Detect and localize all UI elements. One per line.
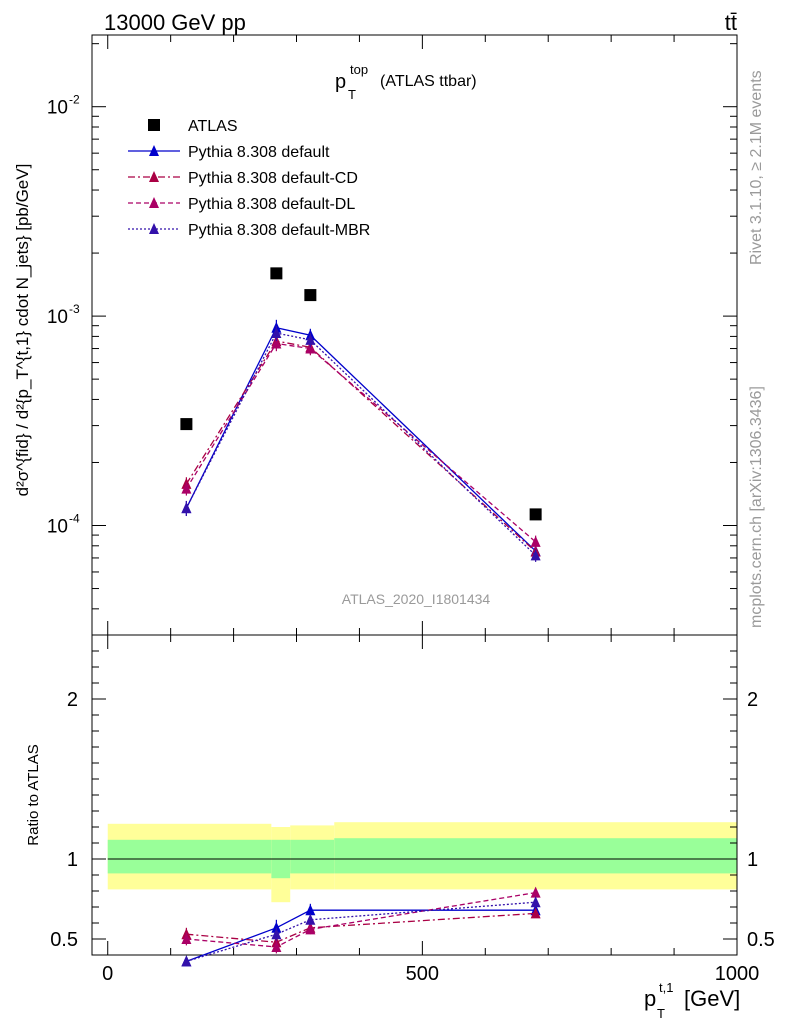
ratio-plot-frame xyxy=(91,634,738,956)
y-tick-label-top-exp: -2 xyxy=(69,93,80,107)
atlas-point xyxy=(180,418,193,431)
plot-title-suffix: (ATLAS ttbar) xyxy=(380,73,477,90)
rivet-label: Rivet 3.1.10, ≥ 2.1M events xyxy=(748,70,765,265)
x-tick-label: 0 xyxy=(102,963,113,985)
ratio-point xyxy=(271,941,282,952)
series-4 xyxy=(181,325,541,967)
series-1 xyxy=(181,319,541,967)
legend-label: Pythia 8.308 default-CD xyxy=(188,170,358,187)
atlas-point xyxy=(270,267,283,280)
legend-entry: Pythia 8.308 default-MBR xyxy=(128,222,370,239)
series-ratio-line xyxy=(186,901,536,963)
x-axis-label: p t,1 T [GeV] xyxy=(644,980,740,1021)
y-axis-label-ratio: Ratio to ATLAS xyxy=(25,744,42,845)
series-ratio-line xyxy=(186,909,536,963)
series-point xyxy=(305,342,316,354)
legend-marker xyxy=(149,223,159,234)
band-inner-bin xyxy=(107,839,272,874)
y-tick-label-ratio: 1 xyxy=(67,849,78,871)
series-point xyxy=(530,535,541,547)
legend-entry: ATLAS xyxy=(148,118,238,135)
series-ratio-line xyxy=(186,912,536,943)
legend-marker xyxy=(148,119,160,131)
legend-label: Pythia 8.308 default-DL xyxy=(188,196,355,213)
plot-title-sup: top xyxy=(350,62,368,77)
x-axis-label-sub: T xyxy=(657,1006,665,1021)
y-tick-label-ratio: 0.5 xyxy=(50,929,78,951)
y-tick-label-top: 10 xyxy=(47,98,68,119)
legend-entry: Pythia 8.308 default xyxy=(128,144,330,161)
series-point xyxy=(181,482,192,494)
mcplots-label: mcplots.cern.ch [arXiv:1306.3436] xyxy=(748,386,765,628)
series-ratio-line xyxy=(186,891,536,948)
legend-label: ATLAS xyxy=(188,118,238,135)
x-axis-label-main: p xyxy=(644,986,656,1011)
atlas-point xyxy=(529,508,542,521)
legend-marker xyxy=(149,197,159,208)
band-inner-bin xyxy=(334,838,737,874)
series-point xyxy=(530,549,541,561)
ratio-point xyxy=(305,913,316,925)
process-label: tt̄ xyxy=(725,10,737,35)
ratio-point xyxy=(305,923,316,935)
series-line xyxy=(185,332,537,556)
y-axis-label-top: d²σ^{fid} / d²{p_T^{t,1} cdot N_jets} [p… xyxy=(13,164,32,497)
band-inner-bin xyxy=(290,839,335,874)
ratio-point xyxy=(530,907,541,919)
data-series xyxy=(180,267,542,967)
ratio-point xyxy=(530,896,541,908)
series-line xyxy=(185,340,537,553)
y-tick-label-ratio-right: 2 xyxy=(747,689,758,711)
y-tick-label-top: 10 xyxy=(47,307,68,328)
ratio-point xyxy=(271,921,282,933)
x-axis-label-unit: [GeV] xyxy=(684,986,740,1011)
legend-label: Pythia 8.308 default-MBR xyxy=(188,222,370,239)
atlas-point xyxy=(304,289,317,302)
series-point xyxy=(181,502,192,514)
y-tick-label-ratio-right: 1 xyxy=(747,849,758,871)
legend-marker xyxy=(149,145,159,156)
legend-entry: Pythia 8.308 default-DL xyxy=(128,196,355,213)
x-tick-label: 500 xyxy=(406,963,439,985)
series-0 xyxy=(180,267,542,521)
legend: ATLAS Pythia 8.308 default Pythia 8.308 de… xyxy=(128,118,370,239)
plot-title-sub: T xyxy=(348,87,356,102)
x-axis-label-sup: t,1 xyxy=(659,980,673,995)
analysis-id: ATLAS_2020_I1801434 xyxy=(342,591,491,607)
ratio-point xyxy=(271,928,282,940)
ratio-point xyxy=(305,904,316,916)
plot-title: p top T (ATLAS ttbar) xyxy=(335,62,477,102)
series-point xyxy=(271,337,282,349)
y-tick-label-ratio: 2 xyxy=(67,689,78,711)
ratio-point xyxy=(181,955,192,967)
ratio-point xyxy=(530,886,541,898)
series-line xyxy=(185,342,537,543)
x-tick-label: 1000 xyxy=(715,963,760,985)
energy-label: 13000 GeV pp xyxy=(104,10,246,35)
series-point xyxy=(271,327,282,339)
uncertainty-bands xyxy=(107,822,737,903)
legend-marker xyxy=(149,171,159,182)
y-tick-label-top: 10 xyxy=(47,517,68,538)
series-line xyxy=(185,326,537,552)
legend-label: Pythia 8.308 default xyxy=(188,144,330,161)
plot-title-main: p xyxy=(335,71,346,93)
series-point xyxy=(305,333,316,345)
y-tick-label-top-exp: -3 xyxy=(69,302,80,316)
legend-entry: Pythia 8.308 default-CD xyxy=(128,170,358,187)
y-tick-label-ratio-right: 0.5 xyxy=(747,929,775,951)
y-tick-label-top-exp: -4 xyxy=(69,512,80,526)
ratio-point xyxy=(181,933,192,944)
